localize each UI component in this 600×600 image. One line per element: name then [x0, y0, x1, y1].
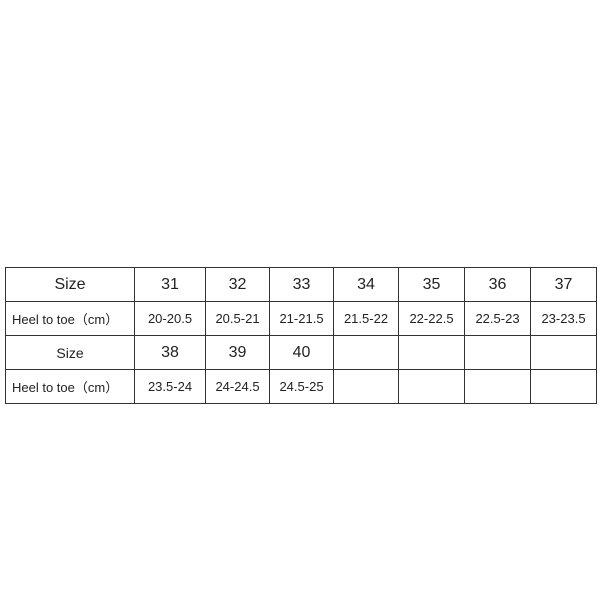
cell: 39 [205, 335, 270, 370]
cell: 35 [398, 267, 465, 302]
cell [398, 369, 465, 404]
length-row: Heel to toe（cm） 23.5-24 24-24.5 24.5-25 [5, 369, 597, 404]
row-label: Size [5, 335, 135, 370]
size-chart-table: Size 31 32 33 34 35 36 37 Heel to toe（cm… [5, 267, 597, 404]
cell: 33 [269, 267, 334, 302]
row-label: Size [5, 267, 135, 302]
cell: 40 [269, 335, 334, 370]
cell: 22.5-23 [464, 301, 531, 336]
row-label: Heel to toe（cm） [5, 369, 135, 404]
size-row: Size 31 32 33 34 35 36 37 [5, 267, 597, 302]
row-label: Heel to toe（cm） [5, 301, 135, 336]
cell [398, 335, 465, 370]
cell [333, 335, 399, 370]
cell: 20.5-21 [205, 301, 270, 336]
cell: 20-20.5 [134, 301, 206, 336]
cell: 37 [530, 267, 597, 302]
cell: 24-24.5 [205, 369, 270, 404]
cell: 31 [134, 267, 206, 302]
cell [530, 369, 597, 404]
cell [464, 335, 531, 370]
cell: 38 [134, 335, 206, 370]
cell [530, 335, 597, 370]
cell: 23-23.5 [530, 301, 597, 336]
size-row: Size 38 39 40 [5, 335, 597, 370]
cell: 23.5-24 [134, 369, 206, 404]
cell: 24.5-25 [269, 369, 334, 404]
cell: 36 [464, 267, 531, 302]
cell: 22-22.5 [398, 301, 465, 336]
cell: 21-21.5 [269, 301, 334, 336]
cell [333, 369, 399, 404]
cell [464, 369, 531, 404]
cell: 34 [333, 267, 399, 302]
length-row: Heel to toe（cm） 20-20.5 20.5-21 21-21.5 … [5, 301, 597, 336]
cell: 21.5-22 [333, 301, 399, 336]
cell: 32 [205, 267, 270, 302]
